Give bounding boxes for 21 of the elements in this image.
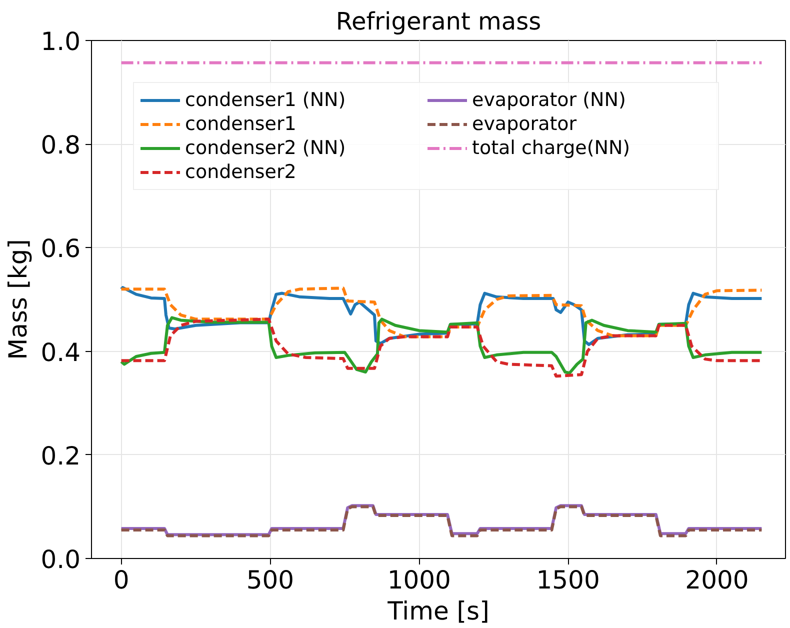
x-tick-label: 2000 bbox=[685, 566, 749, 594]
chart-title: Refrigerant mass bbox=[336, 8, 542, 36]
legend-label: condenser1 (NN) bbox=[185, 89, 347, 111]
x-axis-title: Time [s] bbox=[386, 596, 490, 626]
x-tick-label: 1500 bbox=[536, 566, 600, 594]
y-tick-label: 0.4 bbox=[40, 338, 81, 367]
x-tick-label: 1000 bbox=[387, 566, 451, 594]
legend-label: evaporator bbox=[472, 113, 578, 135]
y-tick-label: 1.0 bbox=[40, 27, 81, 56]
legend-label: total charge(NN) bbox=[472, 137, 632, 159]
legend-label: condenser2 bbox=[185, 161, 298, 183]
x-tick-label: 0 bbox=[113, 566, 130, 594]
y-tick-label: 0.6 bbox=[40, 234, 81, 264]
y-tick-label: 0.8 bbox=[40, 130, 81, 160]
x-tick-label: 500 bbox=[246, 566, 294, 594]
y-axis-title: Mass [kg] bbox=[4, 239, 33, 360]
legend-label: condenser2 (NN) bbox=[185, 137, 347, 159]
y-tick-label: 0.0 bbox=[40, 545, 81, 574]
y-tick-label: 0.2 bbox=[40, 441, 81, 470]
legend-label: condenser1 bbox=[185, 113, 298, 135]
legend-label: evaporator (NN) bbox=[472, 89, 627, 111]
